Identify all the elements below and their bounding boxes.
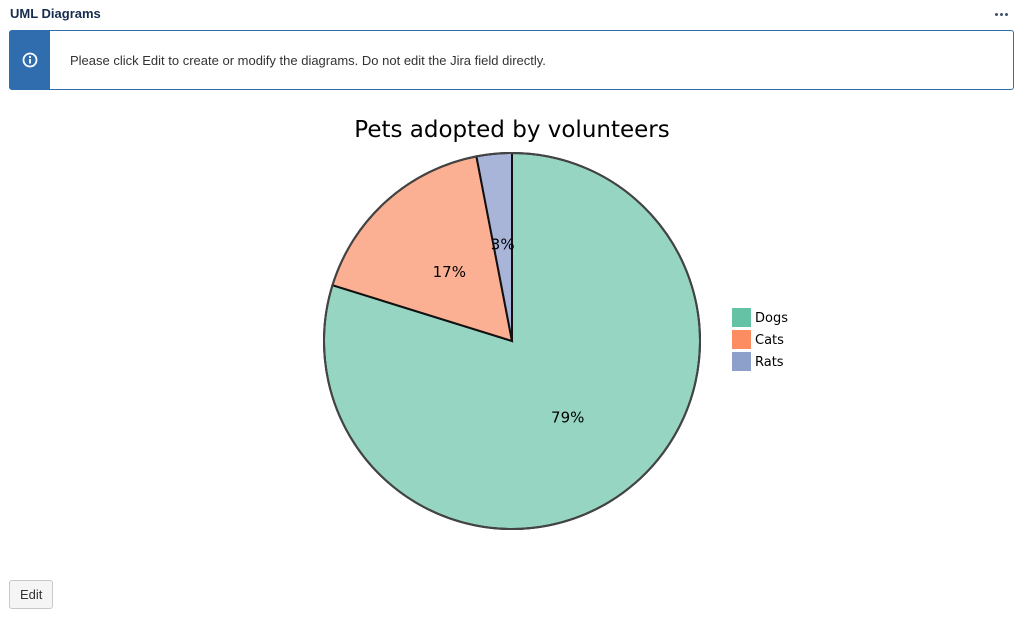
info-icon [22, 52, 38, 68]
legend-label-dogs: Dogs [755, 311, 788, 326]
more-horizontal-icon [994, 12, 998, 16]
pie-outline [323, 152, 701, 530]
pie-slice-label-cats: 17% [433, 263, 466, 281]
more-dot [999, 12, 1003, 16]
pie-slice-label-dogs: 79% [551, 409, 584, 427]
more-dot [1004, 12, 1008, 16]
pie-slice-labels: 79% 17% 3% [433, 236, 585, 427]
legend-swatch-rats [732, 352, 751, 371]
legend-swatch-cats [732, 330, 751, 349]
legend-label-rats: Rats [755, 355, 784, 370]
pie-chart: Pets adopted by volunteers 79% 17% 3% Dogs… [0, 100, 1026, 550]
pie-slice-label-rats: 3% [491, 236, 515, 254]
edit-button[interactable]: Edit [9, 580, 54, 609]
pie-chart-svg: Pets adopted by volunteers 79% 17% 3% Dogs… [323, 117, 788, 530]
info-banner: Please click Edit to create or modify th… [9, 30, 1014, 90]
info-banner-icon-area [10, 31, 50, 89]
more-options-button[interactable] [990, 4, 1012, 24]
panel-title: UML Diagrams [10, 6, 101, 21]
legend-label-cats: Cats [755, 333, 784, 348]
legend-swatch-dogs [732, 308, 751, 327]
pie-slices [323, 151, 701, 530]
chart-title: Pets adopted by volunteers [354, 117, 669, 143]
info-banner-message: Please click Edit to create or modify th… [70, 52, 546, 68]
chart-legend: Dogs Cats Rats [732, 308, 788, 371]
